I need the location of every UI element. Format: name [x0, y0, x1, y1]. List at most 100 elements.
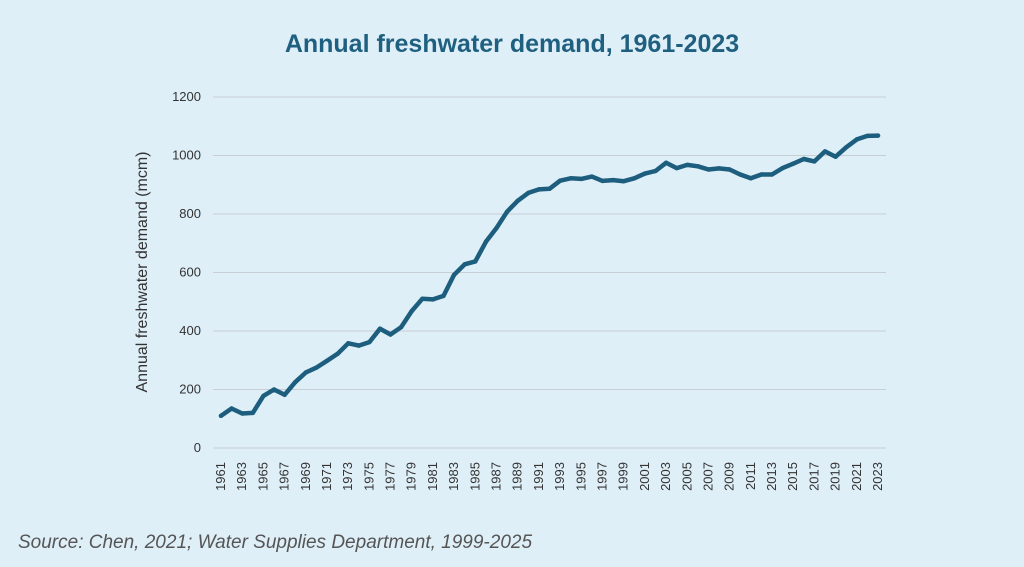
data-point	[557, 178, 563, 183]
data-point	[240, 411, 245, 416]
y-tick-label: 800	[179, 206, 201, 221]
data-point	[738, 172, 743, 177]
x-tick-label: 2013	[764, 462, 779, 491]
data-point	[791, 161, 796, 166]
data-point	[462, 262, 467, 267]
y-tick-label: 200	[179, 382, 201, 397]
data-point	[706, 167, 711, 172]
x-tick-label: 1961	[213, 462, 228, 491]
data-point	[600, 178, 605, 184]
data-point	[303, 370, 308, 375]
series-line	[218, 133, 881, 419]
data-point	[875, 133, 881, 138]
x-tick-label: 1989	[510, 462, 525, 491]
data-point	[653, 168, 658, 174]
data-point	[494, 225, 499, 231]
data-point	[271, 387, 277, 392]
data-point	[261, 393, 266, 399]
series-layer	[218, 133, 881, 419]
y-axis-ticks: 0 200 400 600 800 1000 1200	[172, 89, 201, 455]
data-point	[324, 358, 330, 363]
data-point	[568, 176, 573, 181]
x-tick-label: 1985	[467, 462, 482, 491]
data-point	[441, 293, 446, 299]
x-tick-label: 1975	[361, 462, 376, 491]
data-point	[409, 308, 414, 314]
data-point	[451, 272, 457, 277]
gridlines	[213, 96, 886, 449]
data-point	[483, 239, 489, 244]
source-note: Source: Chen, 2021; Water Supplies Depar…	[18, 532, 533, 553]
data-point	[293, 380, 298, 385]
data-point	[420, 296, 425, 301]
x-tick-label: 2015	[785, 462, 800, 491]
x-tick-label: 1963	[234, 462, 249, 491]
chart-title: Annual freshwater demand, 1961-2023	[285, 30, 739, 58]
x-tick-label: 1965	[255, 462, 270, 491]
data-point	[430, 297, 436, 302]
data-point	[589, 174, 595, 179]
x-tick-label: 1981	[425, 462, 440, 491]
data-point	[801, 156, 806, 162]
data-point	[515, 198, 520, 203]
data-point	[769, 172, 775, 177]
data-point	[398, 325, 404, 330]
x-tick-label: 1997	[594, 462, 609, 491]
data-point	[854, 137, 859, 142]
data-point	[621, 179, 626, 184]
data-point	[282, 392, 287, 397]
x-tick-label: 1969	[298, 462, 313, 491]
x-tick-label: 2003	[658, 462, 673, 491]
data-point	[335, 351, 340, 356]
data-point	[579, 176, 584, 182]
data-point	[822, 149, 828, 154]
data-point	[716, 166, 722, 171]
data-point	[780, 165, 785, 171]
x-tick-label: 2001	[637, 462, 652, 491]
x-tick-label: 1995	[573, 462, 588, 491]
x-tick-label: 1973	[340, 462, 355, 491]
y-tick-label: 0	[194, 440, 201, 455]
x-tick-label: 1999	[616, 462, 631, 491]
x-tick-label: 2021	[849, 462, 864, 491]
data-point	[536, 187, 542, 192]
data-point	[727, 167, 732, 172]
x-tick-label: 2017	[806, 462, 821, 491]
data-point	[229, 406, 234, 411]
y-tick-label: 1200	[172, 89, 201, 104]
data-point	[250, 410, 255, 416]
x-tick-label: 2023	[870, 462, 885, 491]
data-point	[642, 171, 648, 176]
data-point	[685, 162, 690, 168]
data-point	[377, 326, 383, 331]
data-point	[547, 186, 552, 191]
data-point	[473, 259, 478, 264]
data-point	[632, 176, 637, 181]
x-tick-label: 1983	[446, 462, 461, 491]
y-tick-label: 600	[179, 265, 201, 280]
data-point	[748, 176, 753, 181]
x-tick-label: 2019	[828, 462, 843, 491]
x-tick-label: 1993	[552, 462, 567, 491]
data-point	[759, 172, 764, 177]
x-tick-label: 2009	[722, 462, 737, 491]
x-tick-label: 1987	[489, 462, 504, 491]
x-tick-label: 2007	[700, 462, 715, 491]
data-point	[218, 413, 224, 418]
data-point	[812, 159, 817, 164]
data-point	[388, 332, 393, 337]
x-tick-label: 1977	[383, 462, 398, 491]
data-point	[314, 365, 319, 370]
x-tick-label: 1971	[319, 462, 334, 491]
data-point	[367, 339, 372, 345]
data-point	[356, 343, 361, 348]
x-tick-label: 2011	[743, 462, 758, 490]
data-point	[833, 154, 838, 159]
data-point	[610, 177, 616, 183]
x-tick-label: 1979	[404, 462, 419, 491]
data-point	[504, 209, 510, 214]
data-point	[844, 145, 849, 150]
data-point	[526, 190, 531, 196]
